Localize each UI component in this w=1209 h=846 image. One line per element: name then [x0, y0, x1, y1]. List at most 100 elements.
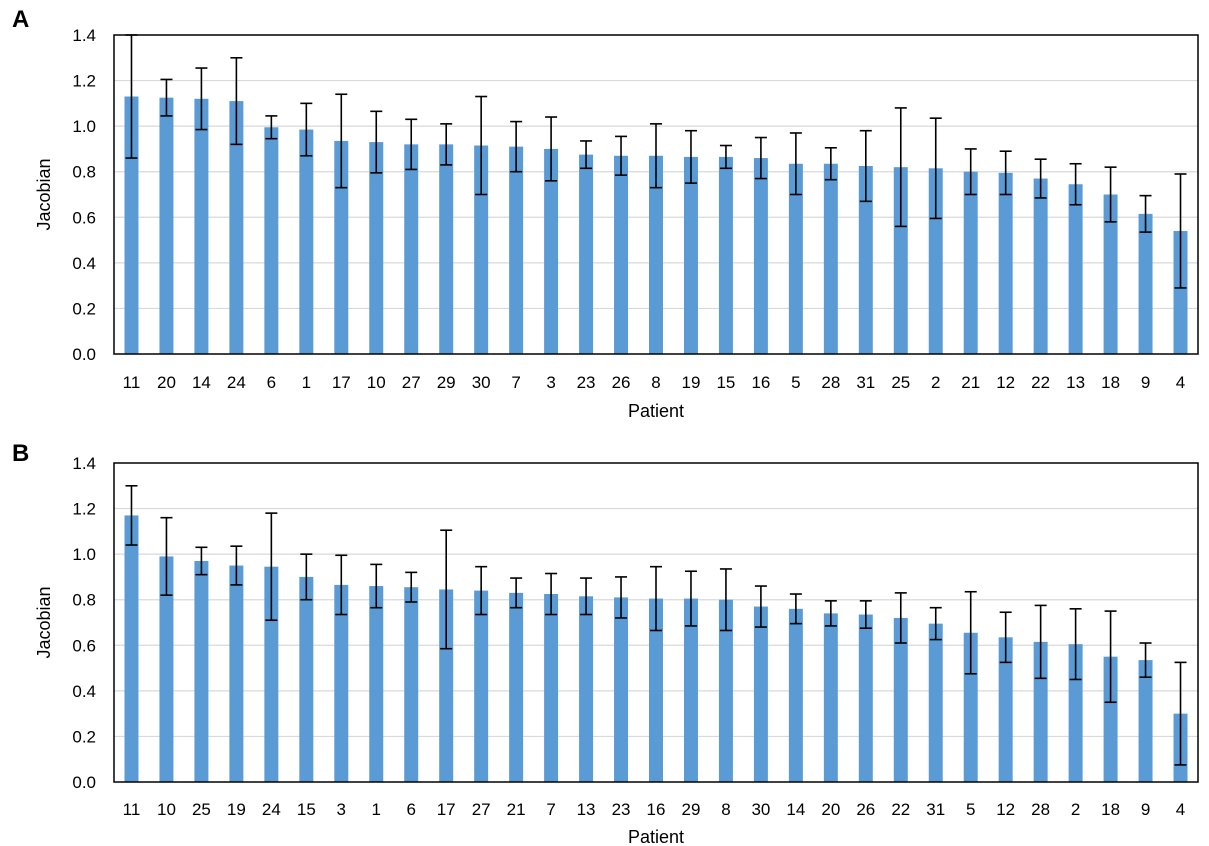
panel-a-bar: [823, 163, 838, 354]
panel-b-x-axis-title: Patient: [628, 827, 684, 846]
panel-b-y-tick-label: 0.0: [72, 773, 96, 792]
panel-b-bar: [614, 597, 629, 782]
panel-b-y-tick-label: 1.0: [72, 545, 96, 564]
panel-b-x-tick-label: 30: [751, 800, 770, 819]
panel-b-x-tick-label: 25: [192, 800, 211, 819]
panel-b-letter: B: [12, 440, 29, 467]
panel-b-x-tick-label: 24: [262, 800, 281, 819]
panel-a-x-tick-label: 9: [1141, 373, 1150, 392]
panel-a-y-tick-label: 0.0: [72, 345, 96, 364]
panel-b-bar: [579, 596, 594, 782]
panel-b-x-tick-label: 15: [297, 800, 316, 819]
panel-b-x-tick-label: 16: [647, 800, 666, 819]
panel-b-y-tick-label: 1.4: [72, 454, 96, 473]
panel-b-bar: [1103, 656, 1118, 782]
panel-a-bar: [718, 156, 733, 354]
panel-b-bar: [928, 623, 943, 782]
panel-b-bar: [404, 587, 419, 782]
panel-b-bar: [369, 586, 384, 782]
panel-a-x-tick-label: 6: [267, 373, 276, 392]
panel-b-x-tick-label: 20: [821, 800, 840, 819]
panel-b-x-tick-label: 10: [157, 800, 176, 819]
panel-b-x-tick-label: 5: [966, 800, 975, 819]
panel-a-bar: [858, 166, 873, 354]
panel-a-x-tick-label: 25: [891, 373, 910, 392]
panel-a-x-tick-label: 4: [1176, 373, 1185, 392]
panel-a-bar: [1173, 230, 1188, 354]
panel-a-x-tick-label: 27: [402, 373, 421, 392]
panel-a-x-tick-label: 19: [682, 373, 701, 392]
panel-b-x-tick-label: 3: [337, 800, 346, 819]
panel-a-y-tick-label: 0.8: [72, 163, 96, 182]
panel-a-x-tick-label: 22: [1031, 373, 1050, 392]
panel-b-x-tick-label: 6: [406, 800, 415, 819]
panel-b-x-tick-label: 19: [227, 800, 246, 819]
panel-b-x-tick-label: 4: [1176, 800, 1185, 819]
panel-a-x-tick-label: 29: [437, 373, 456, 392]
panel-b-bar: [998, 637, 1013, 782]
panel-b-y-tick-label: 0.4: [72, 682, 96, 701]
panel-a-bar: [963, 171, 978, 354]
panel-b-x-tick-label: 27: [472, 800, 491, 819]
panel-a-x-tick-label: 17: [332, 373, 351, 392]
panel-a-x-tick-label: 21: [961, 373, 980, 392]
panel-a-x-tick-label: 2: [931, 373, 940, 392]
panel-b-bar: [229, 565, 244, 782]
panel-a-letter: A: [12, 6, 29, 33]
panel-b-bar: [1068, 644, 1083, 782]
panel-b-x-tick-label: 2: [1071, 800, 1080, 819]
panel-a-x-tick-label: 13: [1066, 373, 1085, 392]
panel-b-y-tick-label: 0.8: [72, 591, 96, 610]
panel-b-bar: [1138, 660, 1153, 782]
panel-b-x-tick-label: 11: [123, 800, 141, 819]
panel-b-y-tick-label: 0.2: [72, 727, 96, 746]
panel-b-bar: [963, 632, 978, 782]
panel-b-bar: [683, 598, 698, 782]
panel-b-y-tick-label: 0.6: [72, 636, 96, 655]
panel-b-bar: [474, 590, 489, 782]
panel-b-bar: [858, 614, 873, 782]
panel-a-bar: [159, 97, 174, 355]
panel-b-bar: [194, 560, 209, 782]
panel-a-plot-frame: [113, 34, 1199, 355]
panel-a-bar: [928, 168, 943, 354]
panel-b-bar: [544, 594, 559, 782]
panel-b-bar: [124, 515, 139, 782]
panel-a-bar: [893, 167, 908, 354]
panel-b-bar: [509, 592, 524, 782]
panel-a-bar: [998, 172, 1013, 354]
panel-b-x-tick-label: 23: [612, 800, 631, 819]
panel-a-y-tick-label: 0.2: [72, 299, 96, 318]
panel-a-x-tick-label: 11: [123, 373, 141, 392]
panel-a-bar: [753, 158, 768, 354]
panel-a-x-tick-label: 12: [996, 373, 1015, 392]
panel-a-y-tick-label: 1.0: [72, 117, 96, 136]
panel-a-bar: [334, 140, 349, 354]
panel-b-x-tick-label: 22: [891, 800, 910, 819]
panel-a-x-tick-label: 3: [546, 373, 555, 392]
panel-a-bar: [404, 144, 419, 354]
panel-b-x-tick-label: 31: [926, 800, 945, 819]
panel-a-x-tick-label: 18: [1101, 373, 1120, 392]
panel-a-x-tick-label: 20: [157, 373, 176, 392]
panel-b-x-tick-label: 21: [507, 800, 526, 819]
panel-b-bar: [753, 606, 768, 782]
panel-b-y-axis-title: Jacobian: [34, 586, 54, 658]
panel-a-bar: [1033, 178, 1048, 354]
panel-b-bar: [159, 556, 174, 782]
panel-a-bar: [1068, 184, 1083, 354]
panel-b-bar: [893, 617, 908, 782]
panel-b-x-tick-label: 9: [1141, 800, 1150, 819]
panel-b-x-tick-label: 28: [1031, 800, 1050, 819]
panel-a-bar: [649, 155, 663, 354]
panel-a-bar: [194, 98, 209, 354]
panel-b-x-tick-label: 13: [577, 800, 596, 819]
panel-a-bar: [369, 142, 384, 354]
panel-a-x-tick-label: 23: [577, 373, 596, 392]
panel-b-x-tick-label: 1: [372, 800, 381, 819]
panel-a-bar: [439, 144, 454, 354]
panel-a-x-tick-label: 24: [227, 373, 246, 392]
panel-b-bar: [718, 599, 733, 782]
panel-a-bar: [1103, 194, 1118, 354]
panel-a-x-tick-label: 14: [192, 373, 211, 392]
